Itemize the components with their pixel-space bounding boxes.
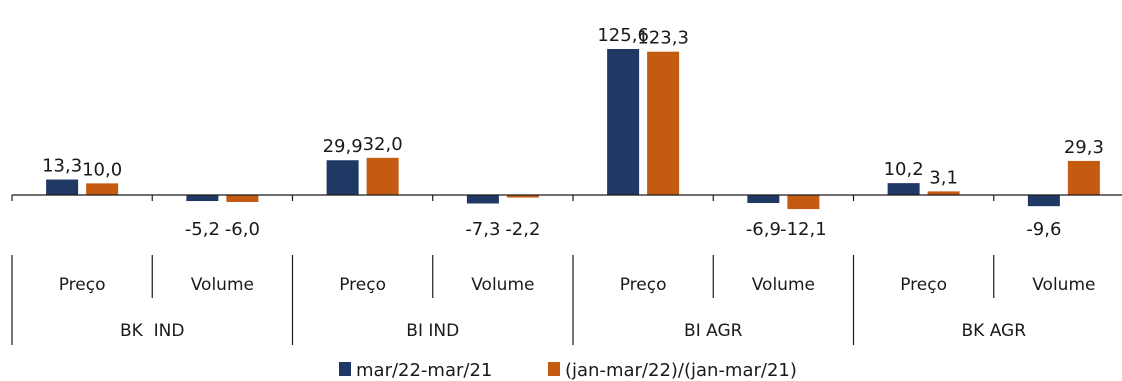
- value-label-s1-7: 10,2: [884, 159, 924, 180]
- value-label-s2-3: 32,0: [363, 134, 403, 155]
- subcategory-label: Preço: [59, 275, 106, 295]
- value-label-s1-8: -9,6: [1026, 219, 1061, 240]
- value-labels-layer: 13,3 -5,2 29,9 -7,3 125,6 -6,9 10,2 -9,6 10,0 -6,…: [42, 25, 1104, 240]
- bar-s2-6: [787, 195, 820, 210]
- value-label-s2-5: 123,3: [637, 28, 689, 49]
- subcategory-label: Volume: [471, 275, 534, 295]
- bar-s1-3: [326, 160, 359, 195]
- bar-s1-8: [1027, 195, 1060, 207]
- value-label-s1-4: -7,3: [465, 219, 500, 240]
- subcategory-label: Preço: [620, 275, 667, 295]
- legend-label-s1: mar/22-mar/21: [356, 360, 492, 381]
- bar-s2-7: [927, 191, 960, 195]
- bar-s2-5: [647, 51, 680, 195]
- subcategory-label: Volume: [752, 275, 815, 295]
- value-label-s2-4: -2,2: [505, 219, 540, 240]
- value-label-s2-1: 10,0: [82, 159, 122, 180]
- legend-swatch-s2: [548, 362, 560, 376]
- bar-s2-3: [366, 157, 399, 195]
- group-label: BK AGR: [961, 321, 1026, 341]
- subcategory-label: Preço: [900, 275, 947, 295]
- group-label: BK IND: [120, 321, 184, 341]
- subcategory-label: Preço: [339, 275, 386, 295]
- group-label: BI IND: [406, 321, 459, 341]
- value-label-s1-2: -5,2: [185, 219, 220, 240]
- subcategory-label: Volume: [1032, 275, 1095, 295]
- value-label-s1-6: -6,9: [746, 219, 781, 240]
- bar-s2-8: [1067, 160, 1100, 195]
- bar-s2-2: [226, 195, 259, 202]
- value-label-s1-1: 13,3: [42, 156, 82, 177]
- value-label-s1-5: 125,6: [597, 25, 649, 46]
- legend-label-s2: (jan-mar/22)/(jan-mar/21): [565, 360, 797, 381]
- legend-swatch-s1: [339, 362, 351, 376]
- legend: mar/22-mar/21 (jan-mar/22)/(jan-mar/21): [339, 360, 797, 381]
- bar-s1-7: [887, 183, 920, 195]
- bar-s2-1: [86, 183, 119, 195]
- category-axis: Preço Volume Preço Volume Preço Volume Preço Vo…: [11, 194, 1122, 345]
- value-label-s2-7: 3,1: [929, 167, 958, 188]
- bar-s1-4: [466, 195, 499, 204]
- bar-s1-5: [607, 49, 640, 195]
- subcategory-label: Volume: [191, 275, 254, 295]
- bar-s2-4: [506, 195, 539, 198]
- value-label-s2-6: -12,1: [780, 219, 827, 240]
- bar-s1-2: [186, 195, 219, 202]
- bar-s1-1: [46, 179, 79, 195]
- value-label-s1-3: 29,9: [323, 136, 363, 157]
- bars-layer: [46, 49, 1100, 210]
- bar-s1-6: [747, 195, 780, 204]
- value-label-s2-2: -6,0: [225, 219, 260, 240]
- group-label: BI AGR: [684, 321, 743, 341]
- value-label-s2-8: 29,3: [1064, 137, 1104, 158]
